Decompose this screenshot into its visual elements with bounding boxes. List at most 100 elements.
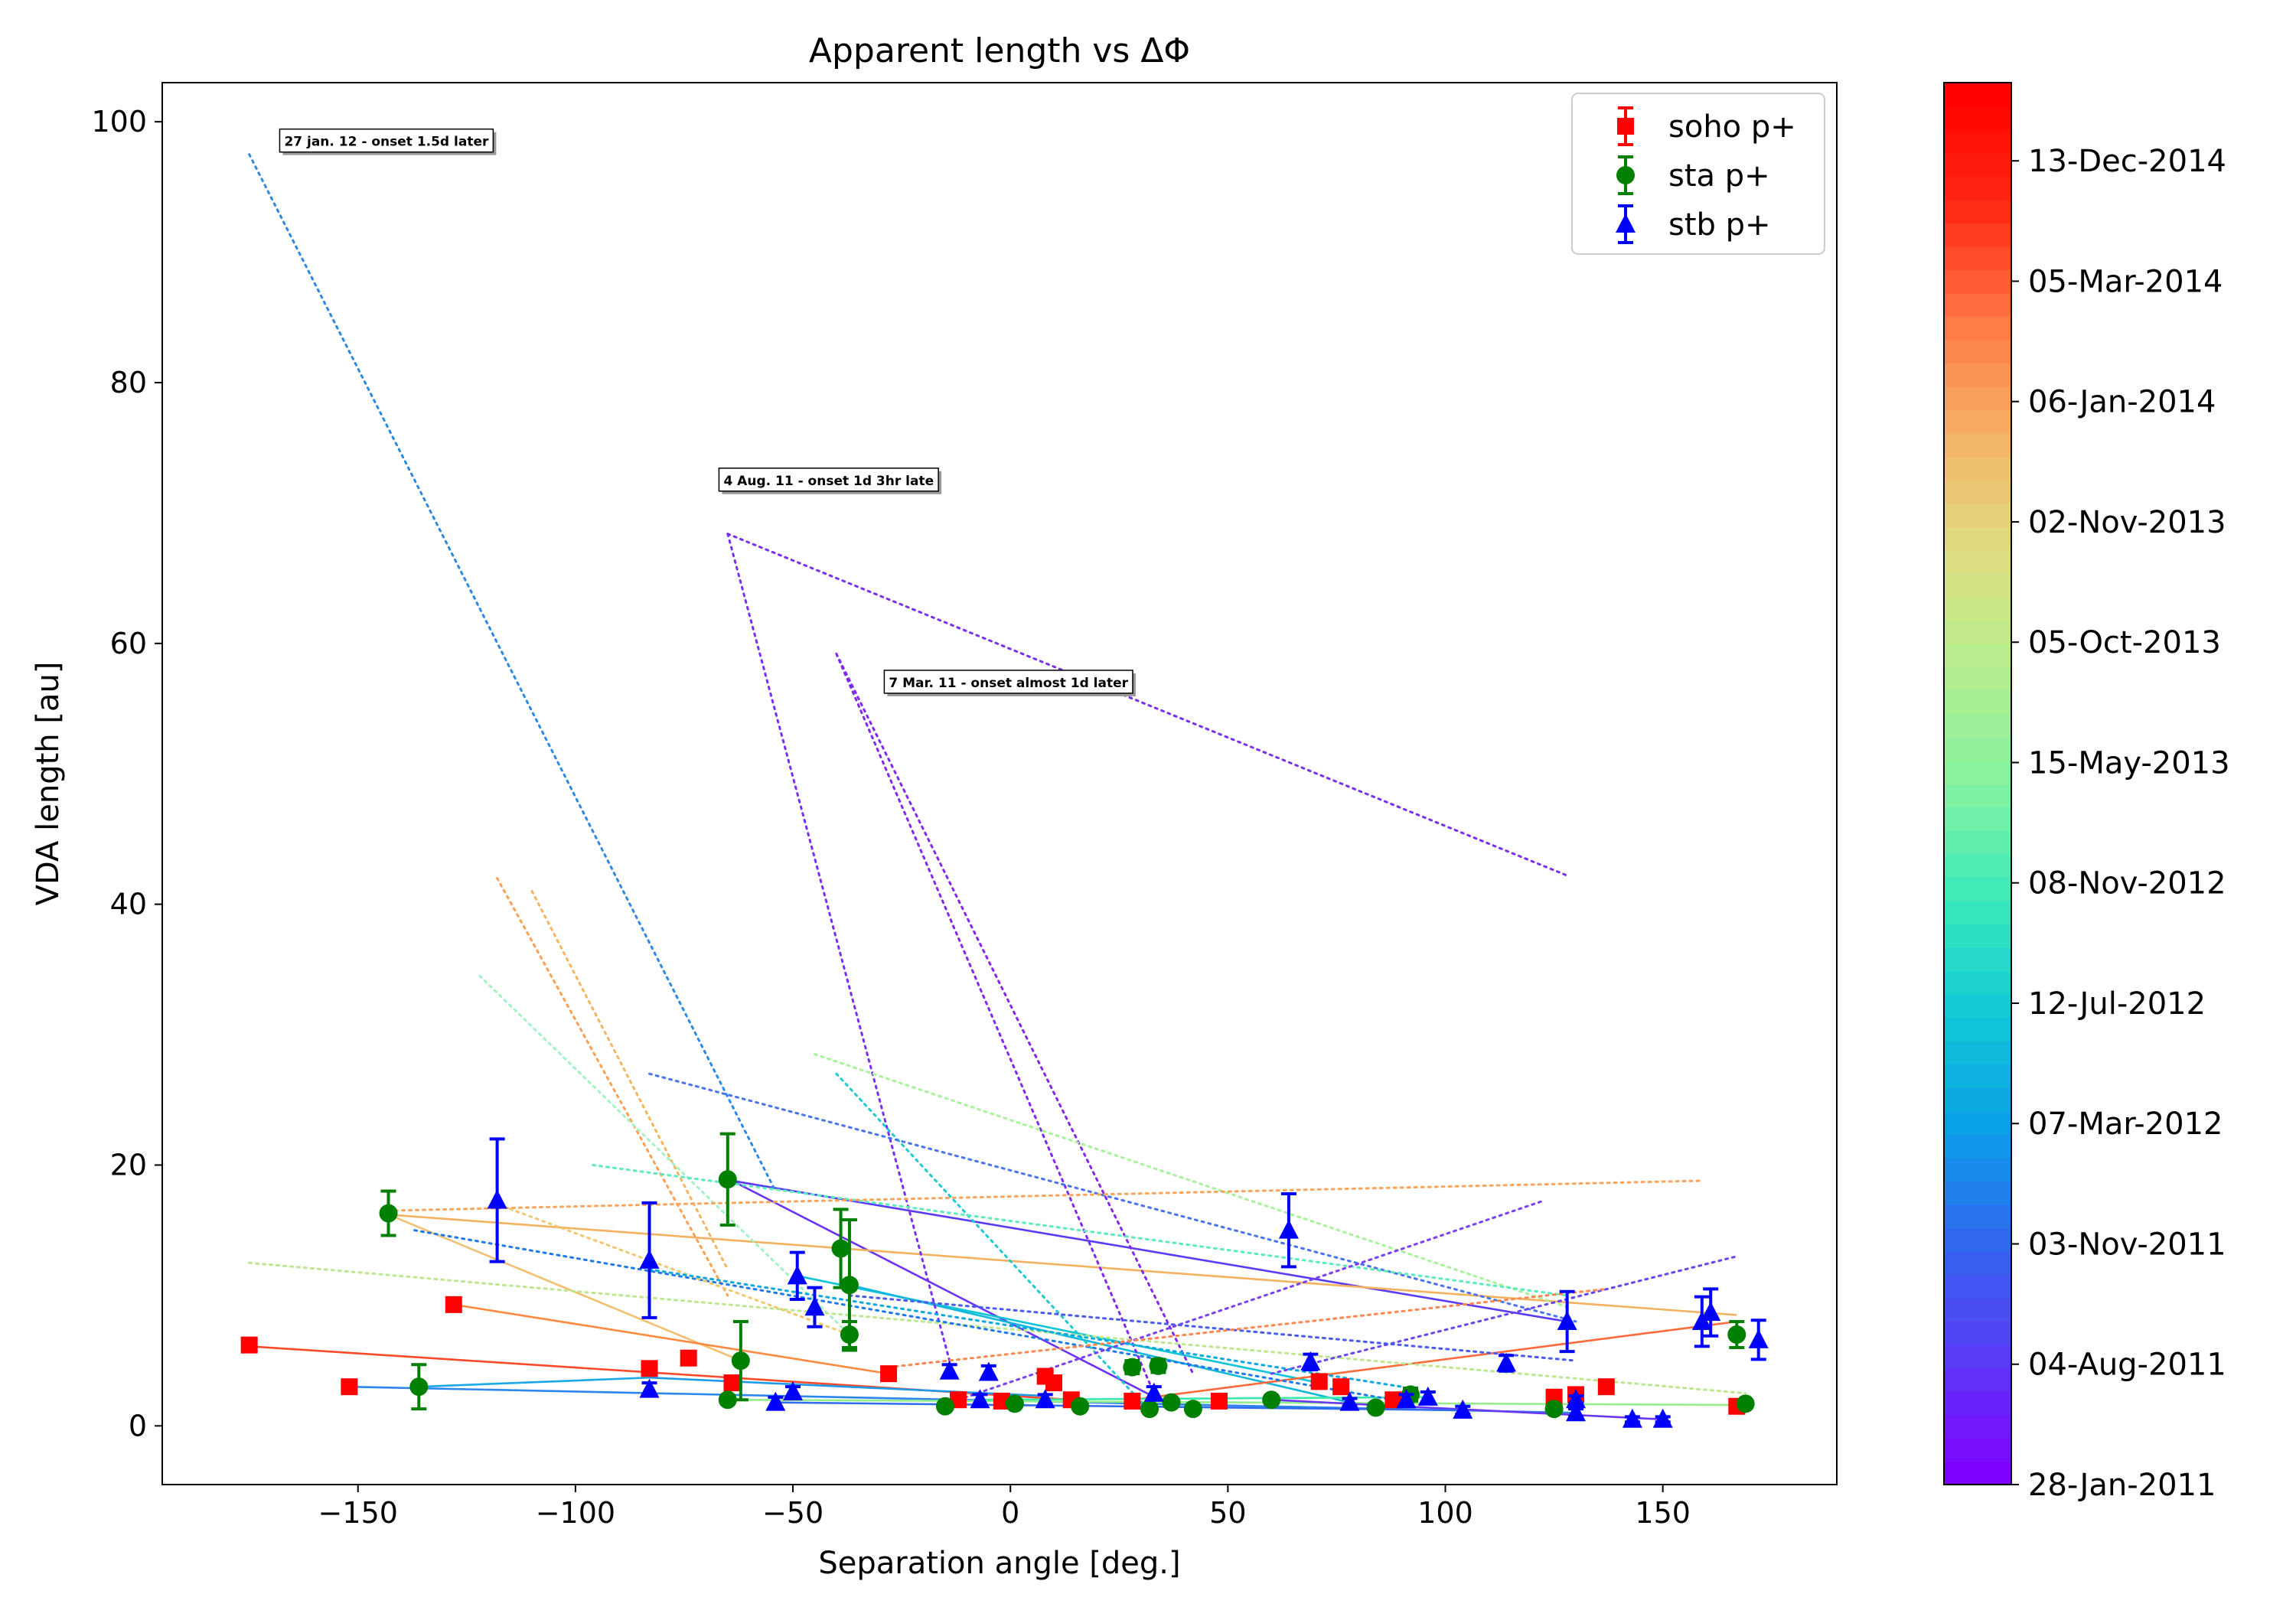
- dotted-connection-line: [496, 877, 729, 1297]
- legend-marker-sta: [1616, 166, 1635, 184]
- colorbar-band: [1944, 970, 2011, 995]
- x-axis-title: Separation angle [deg.]: [818, 1546, 1180, 1581]
- annotation: 7 Mar. 11 - onset almost 1d later: [883, 670, 1137, 696]
- y-tick-label: 100: [91, 105, 147, 139]
- dotted-connection-line: [592, 1163, 1569, 1297]
- sta-point: [1140, 1400, 1159, 1419]
- soho-point: [1210, 1392, 1228, 1410]
- colorbar-label: 28-Jan-2011: [2028, 1468, 2216, 1503]
- dotted-connection-line: [248, 153, 777, 1193]
- plot-area: [240, 153, 1769, 1428]
- stb-point: [1622, 1408, 1642, 1428]
- colorbar-band: [1944, 1437, 2011, 1462]
- colorbar-band: [1944, 807, 2011, 831]
- stb-point: [1143, 1382, 1164, 1402]
- y-tick-label: 20: [110, 1148, 147, 1182]
- colorbar-band: [1944, 596, 2011, 621]
- colorbar-band: [1944, 830, 2011, 855]
- colorbar-band: [1944, 1274, 2011, 1299]
- colorbar-band: [1944, 993, 2011, 1019]
- colorbar-label: 03-Nov-2011: [2028, 1227, 2226, 1262]
- stb-point: [1652, 1408, 1673, 1428]
- dotted-connection-line: [848, 1294, 1577, 1362]
- stb-point: [487, 1189, 507, 1209]
- soho-point: [445, 1296, 462, 1313]
- colorbar-band: [1944, 129, 2011, 154]
- connection-line: [453, 1303, 889, 1375]
- dotted-connection-line: [813, 1053, 1573, 1310]
- colorbar-band: [1944, 1367, 2011, 1392]
- sta-point: [1071, 1397, 1090, 1416]
- dotted-connection-line: [957, 1200, 1543, 1401]
- dotted-connection-line: [496, 1203, 851, 1336]
- stb-point: [639, 1378, 660, 1398]
- y-axis-ticks: 0 20 40 60 80 100: [91, 105, 162, 1442]
- colorbar-band: [1944, 900, 2011, 924]
- connection-line: [388, 1213, 1737, 1316]
- colorbar-band: [1944, 83, 2011, 107]
- x-axis-ticks: −150 −100 −50 0 50 100 150: [318, 1485, 1691, 1530]
- colorbar-band: [1944, 1087, 2011, 1112]
- soho-point: [1310, 1373, 1328, 1390]
- annotation-text: 4 Aug. 11 - onset 1d 3hr late: [723, 474, 934, 489]
- chart-title: Apparent length vs ΔΦ: [809, 31, 1190, 70]
- soho-point: [1597, 1378, 1615, 1396]
- colorbar-band: [1944, 152, 2011, 177]
- stb-point: [1417, 1386, 1438, 1406]
- soho-point: [1124, 1392, 1141, 1410]
- colorbar-band: [1944, 736, 2011, 761]
- colorbar-band: [1944, 1064, 2011, 1088]
- colorbar-band: [1944, 1134, 2011, 1159]
- colorbar-band: [1944, 1390, 2011, 1416]
- dotted-connection-line: [726, 533, 1569, 877]
- sta-point: [718, 1170, 737, 1189]
- colorbar-band: [1944, 503, 2011, 527]
- plot-frame: [161, 82, 1838, 1485]
- stb-point: [1035, 1389, 1055, 1409]
- x-tick-label: 50: [1209, 1496, 1246, 1530]
- colorbar-label: 02-Nov-2013: [2028, 505, 2226, 540]
- annotation-box: [883, 670, 1133, 694]
- dotted-connection-line: [248, 1261, 1747, 1395]
- colorbar-frame: [1943, 82, 2012, 1485]
- legend-marker-soho: [1617, 118, 1634, 135]
- sta-point: [840, 1276, 859, 1295]
- y-tick-label: 80: [110, 366, 147, 399]
- legend: soho p+ sta p+ stb p+: [1571, 93, 1825, 255]
- colorbar-label: 07-Mar-2012: [2028, 1107, 2223, 1142]
- x-tick-label: 0: [1001, 1496, 1019, 1530]
- stb-point: [804, 1296, 825, 1316]
- colorbar-label: 05-Oct-2013: [2028, 625, 2221, 660]
- y-tick-label: 60: [110, 627, 147, 660]
- y-axis-title: VDA length [au]: [31, 662, 66, 906]
- connection-lines: [248, 153, 1747, 1421]
- connection-line: [419, 1376, 650, 1388]
- colorbar-band: [1944, 106, 2011, 130]
- colorbar-band: [1944, 1414, 2011, 1439]
- dotted-connection-line: [387, 1179, 1704, 1212]
- colorbar-label: 15-May-2013: [2028, 745, 2230, 781]
- annotation: 27 jan. 12 - onset 1.5d later: [279, 128, 497, 155]
- sta-point: [1183, 1400, 1202, 1419]
- sta-point: [1727, 1325, 1746, 1345]
- colorbar-band: [1944, 1297, 2011, 1322]
- annotations: 27 jan. 12 - onset 1.5d later 4 Aug. 11 -…: [279, 128, 1137, 696]
- colorbar-band: [1944, 1321, 2011, 1345]
- sta-point: [935, 1397, 954, 1416]
- dotted-connection-line: [835, 1072, 1146, 1408]
- legend-label-stb: stb p+: [1668, 207, 1771, 243]
- annotation-text: 7 Mar. 11 - onset almost 1d later: [889, 676, 1128, 691]
- y-tick-label: 40: [110, 888, 147, 921]
- colorbar-band: [1944, 760, 2011, 784]
- colorbar-band: [1944, 176, 2011, 200]
- stb-point: [1557, 1310, 1577, 1330]
- colorbar-band: [1944, 713, 2011, 738]
- annotation-box: [718, 468, 939, 492]
- stb-point: [765, 1391, 786, 1411]
- dotted-connection-line: [648, 1072, 1577, 1323]
- colorbar-label: 12-Jul-2012: [2028, 986, 2206, 1022]
- colorbar-gradient: [1944, 83, 2011, 1485]
- soho-point: [240, 1336, 258, 1354]
- colorbar-band: [1944, 339, 2011, 364]
- sta-point: [1005, 1394, 1024, 1413]
